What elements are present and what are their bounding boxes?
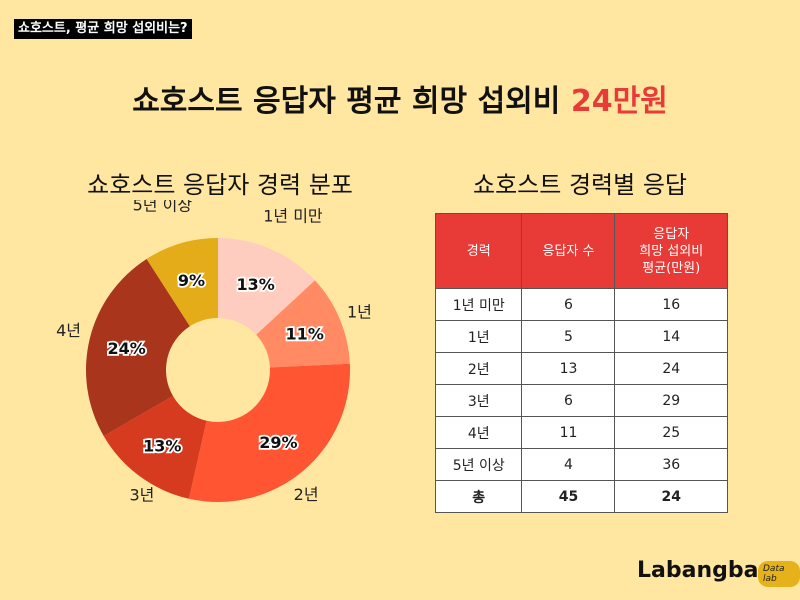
table-cell: 5 [521,320,616,353]
table-cell: 14 [614,320,728,353]
table-cell: 24 [614,480,728,513]
table-cell: 6 [521,384,616,417]
table-cell: 25 [614,416,728,449]
page-title-highlight: 24만원 [570,84,668,119]
slice-percent-label: 29% [259,433,297,452]
table-row: 3년 6 29 [434,384,728,417]
table-total-row: 총 45 24 [434,480,728,513]
table-title: 쇼호스트 경력별 응답 [473,171,687,199]
table-cell: 6 [521,288,616,321]
table-row: 1년 미만 6 16 [434,288,728,321]
slice-percent-label: 24% [108,339,146,358]
experience-table: 경력 응답자 수 응답자 희망 섭외비 평균(만원) 1년 미만 6 16 1년… [434,213,728,513]
slice-category-label: 5년 이상 [133,200,193,215]
donut-chart: 13% 1년 미만 11% 1년 29% 2년 13% 3년 24% 4년 9% 5년 이상 [56,200,372,504]
table-header-cell: 응답자 수 [521,213,616,289]
slice-percent-label: 9% [178,271,205,290]
brand-logo: Labangba [637,558,759,583]
table-cell: 36 [614,448,728,481]
donut-slice [86,258,190,436]
page-title: 쇼호스트 응답자 평균 희망 섭외비 24만원 [0,76,800,120]
table-row: 1년 5 14 [434,320,728,353]
table-cell: 1년 [434,320,523,353]
slice-percent-label: 13% [143,437,181,456]
table-cell: 5년 이상 [434,448,523,481]
table-row: 4년 11 25 [434,416,728,449]
donut-slice [256,280,350,368]
table-cell: 45 [521,480,616,513]
table-cell: 1년 미만 [434,288,523,321]
table-row: 2년 13 24 [434,352,728,385]
table-cell: 3년 [434,384,523,417]
donut-slice [218,238,315,335]
slice-category-label: 4년 [56,321,81,340]
table-cell: 24 [614,352,728,385]
table-header-cell: 경력 [434,213,523,289]
slice-category-label: 1년 [347,302,372,321]
table-cell: 16 [614,288,728,321]
pie-chart-title: 쇼호스트 응답자 경력 분포 [87,171,353,199]
slice-percent-label: 13% [237,275,275,294]
donut-slice [188,363,351,503]
table-cell: 13 [521,352,616,385]
donut-slice [146,238,218,327]
page-title-text: 쇼호스트 응답자 평균 희망 섭외비 [132,84,561,119]
slice-category-label: 2년 [294,485,319,504]
table-cell: 11 [521,416,616,449]
brand-badge: Data lab [758,561,800,587]
slice-category-label: 3년 [129,485,154,504]
donut-slice [103,396,207,499]
table-row: 5년 이상 4 36 [434,448,728,481]
table-header-row: 경력 응답자 수 응답자 희망 섭외비 평균(만원) [434,213,728,289]
table-cell: 2년 [434,352,523,385]
table-cell: 4 [521,448,616,481]
header-tag: 쇼호스트, 평균 희망 섭외비는? [14,19,192,39]
slice-category-label: 1년 미만 [263,207,323,226]
table-cell: 29 [614,384,728,417]
table-header-cell: 응답자 희망 섭외비 평균(만원) [614,213,728,289]
table-cell: 4년 [434,416,523,449]
table-cell: 총 [434,480,523,513]
slice-percent-label: 11% [286,325,324,344]
